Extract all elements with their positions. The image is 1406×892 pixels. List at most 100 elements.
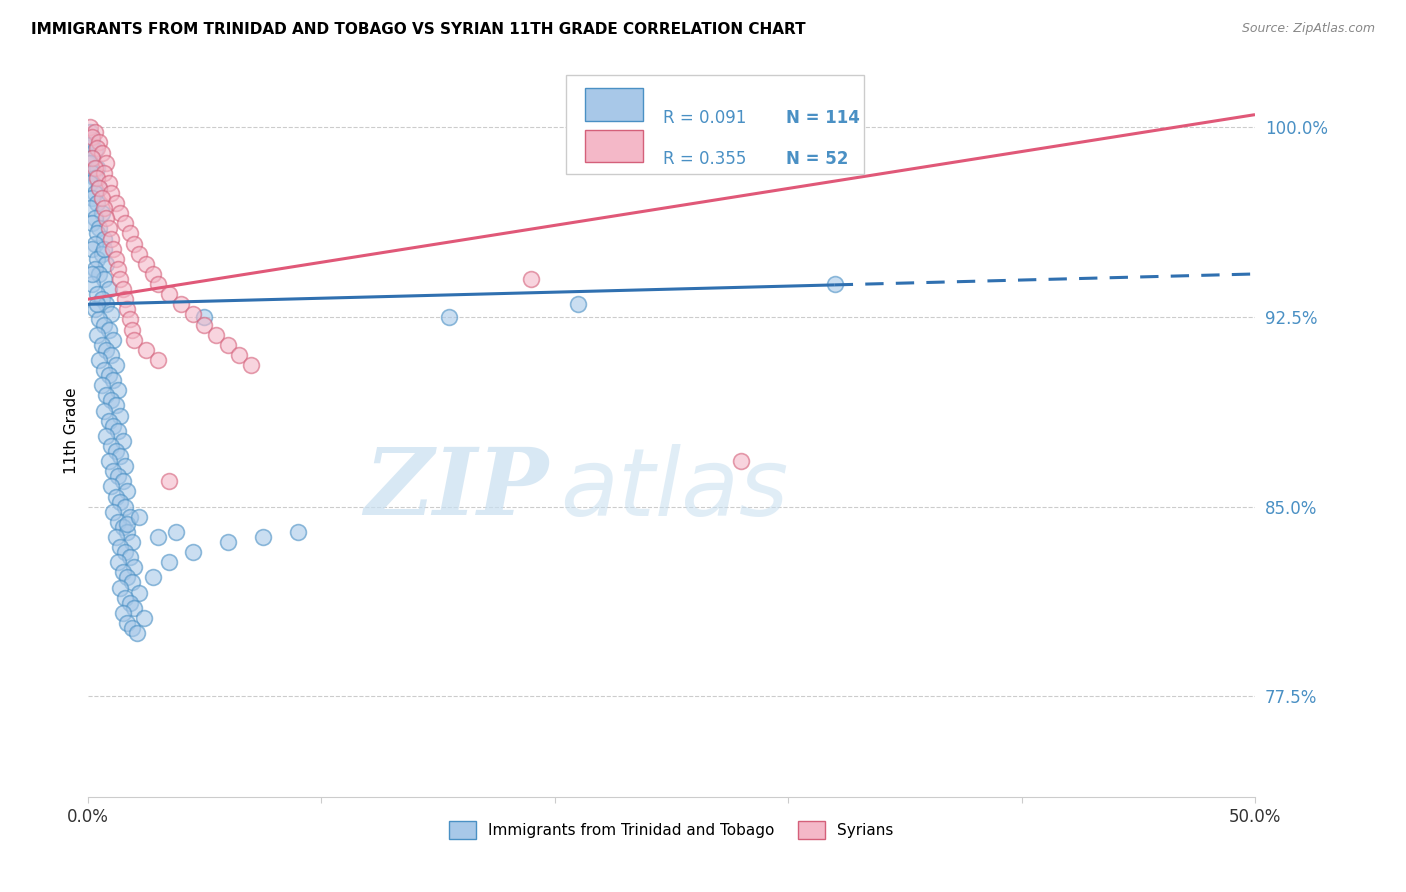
Point (115, 517, 138, 532)
Point (97, 221, 120, 235)
Point (86, 327, 108, 342)
Point (82, 216, 104, 230)
Point (181, 307, 204, 321)
Point (121, 323, 143, 337)
Point (107, 424, 129, 438)
Point (132, 611, 155, 625)
Point (252, 530, 274, 544)
Point (118, 312, 141, 326)
Point (89, 221, 111, 235)
Point (96, 211, 118, 226)
Point (90, 378, 112, 392)
Point (93, 231, 115, 245)
Point (96, 257, 118, 271)
Point (114, 500, 136, 514)
Point (83, 211, 105, 226)
Point (114, 545, 136, 559)
Point (142, 570, 165, 584)
Point (104, 252, 127, 266)
Point (93, 363, 115, 377)
Point (110, 206, 132, 220)
FancyBboxPatch shape (567, 75, 863, 174)
Point (82, 191, 104, 205)
Point (121, 621, 143, 635)
Point (111, 566, 134, 580)
Point (121, 575, 143, 590)
Point (104, 358, 127, 372)
Point (111, 475, 134, 489)
Point (79, 155, 101, 169)
Point (287, 524, 309, 539)
Legend: Immigrants from Trinidad and Tobago, Syrians: Immigrants from Trinidad and Tobago, Syr… (443, 815, 900, 845)
Point (122, 600, 145, 615)
Point (217, 535, 239, 549)
Point (111, 434, 134, 448)
Point (93, 272, 115, 286)
Point (165, 524, 187, 539)
Point (83, 143, 105, 157)
Text: ZIP: ZIP (364, 444, 548, 534)
Point (110, 581, 132, 595)
Point (146, 277, 169, 291)
Point (110, 449, 132, 463)
Point (128, 585, 150, 599)
Point (89, 312, 111, 326)
Point (103, 242, 125, 256)
Point (93, 318, 115, 332)
Point (107, 515, 129, 529)
Point (97, 414, 120, 428)
Point (82, 151, 104, 165)
Point (135, 343, 157, 357)
Point (439, 310, 461, 324)
Point (103, 464, 125, 478)
Point (82, 151, 104, 165)
Point (100, 348, 122, 362)
Point (104, 399, 127, 413)
Point (90, 246, 112, 260)
Point (89, 181, 111, 195)
Point (115, 615, 138, 630)
Point (103, 373, 125, 387)
Point (86, 161, 108, 175)
Point (97, 454, 120, 468)
Point (520, 272, 543, 286)
Point (104, 196, 127, 211)
Point (170, 297, 193, 311)
Point (100, 307, 122, 321)
Point (83, 161, 105, 175)
Text: Source: ZipAtlas.com: Source: ZipAtlas.com (1241, 22, 1375, 36)
Text: R = 0.091: R = 0.091 (664, 109, 747, 127)
Point (82, 242, 104, 256)
Y-axis label: 11th Grade: 11th Grade (65, 387, 79, 474)
Point (122, 236, 145, 251)
Point (104, 530, 127, 544)
Point (100, 393, 122, 408)
Point (86, 287, 108, 301)
Point (114, 591, 136, 605)
Point (107, 555, 129, 569)
Point (83, 125, 105, 139)
Point (104, 490, 127, 504)
Point (146, 530, 169, 544)
Point (96, 429, 118, 443)
Point (146, 353, 169, 368)
Point (96, 343, 118, 357)
Point (142, 267, 165, 281)
Point (83, 236, 105, 251)
Point (96, 388, 118, 402)
FancyBboxPatch shape (585, 88, 644, 120)
Point (135, 257, 157, 271)
Point (103, 333, 125, 347)
Point (115, 570, 138, 584)
Point (90, 338, 112, 352)
Point (93, 242, 115, 256)
Point (118, 509, 141, 524)
Point (100, 186, 122, 200)
Text: IMMIGRANTS FROM TRINIDAD AND TOBAGO VS SYRIAN 11TH GRADE CORRELATION CHART: IMMIGRANTS FROM TRINIDAD AND TOBAGO VS S… (31, 22, 806, 37)
Point (111, 282, 134, 296)
Point (217, 338, 239, 352)
Point (93, 166, 115, 180)
Point (567, 297, 589, 311)
Point (824, 277, 846, 291)
Point (97, 323, 120, 337)
